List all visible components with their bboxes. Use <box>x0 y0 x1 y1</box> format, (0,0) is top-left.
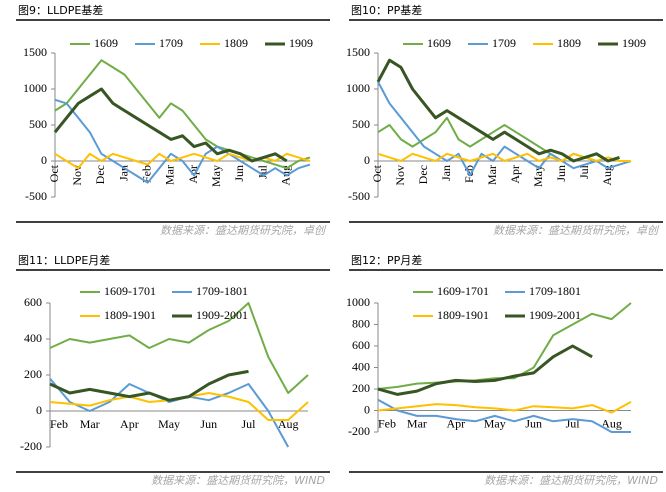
legend-label: 1809 <box>557 36 581 50</box>
series-line <box>54 152 311 170</box>
y-tick-label: 400 <box>24 331 42 345</box>
y-tick-label: 600 <box>24 295 42 309</box>
y-tick-label: -500 <box>348 189 370 203</box>
y-tick-label: 200 <box>24 367 42 381</box>
y-tick-label: 400 <box>352 359 370 373</box>
source: 数据来源：盛达期货研究院，WIND <box>484 474 658 487</box>
legend-label: 1809 <box>224 36 248 50</box>
y-tick-label: 200 <box>352 381 370 395</box>
legend-label: 1709 <box>159 36 183 50</box>
x-tick-label: Mar <box>80 417 100 431</box>
legend-label: 1909 <box>289 36 313 50</box>
x-tick-label: Feb <box>50 417 68 431</box>
x-tick-label: Feb <box>378 416 396 430</box>
x-tick-label: Feb <box>139 165 153 183</box>
y-tick-label: 1500 <box>346 45 370 59</box>
chart-title: 图12：PP月差 <box>351 253 422 267</box>
legend-label: 1709 <box>492 36 516 50</box>
x-tick-label: Dec <box>93 165 107 184</box>
x-tick-label: Apr <box>508 165 522 184</box>
x-tick-label: Nov <box>70 165 84 186</box>
y-tick-label: 0 <box>41 153 47 167</box>
y-tick-label: 600 <box>352 338 370 352</box>
chart-title: 图10：PP基差 <box>351 3 422 17</box>
y-tick-label: -200 <box>348 424 370 438</box>
x-tick-label: Jun <box>200 417 217 431</box>
y-tick-label: 1000 <box>346 295 370 309</box>
legend-label: 1909-2001 <box>196 308 248 322</box>
series-line <box>49 377 290 448</box>
x-tick-label: Jul <box>241 417 256 431</box>
x-tick-label: Mar <box>485 165 499 185</box>
series-line <box>377 81 632 177</box>
x-tick-label: Jul <box>577 164 591 179</box>
x-tick-label: May <box>484 416 506 430</box>
source: 数据来源：盛达期货研究院，卓创 <box>493 224 660 237</box>
x-tick-label: Jan <box>439 165 453 181</box>
x-tick-label: Oct <box>47 164 61 182</box>
series-line <box>377 152 631 162</box>
legend-label: 1609 <box>94 36 118 50</box>
y-tick-label: -500 <box>25 189 47 203</box>
x-tick-label: Jun <box>525 416 542 430</box>
chart-title: 图11：LLDPE月差 <box>18 253 110 267</box>
x-tick-label: Apr <box>120 417 139 431</box>
y-tick-label: 0 <box>36 403 42 417</box>
series-line <box>49 369 249 402</box>
legend-label: 1709-1801 <box>196 284 248 298</box>
x-tick-label: Mar <box>163 165 177 185</box>
x-tick-label: May <box>209 165 223 187</box>
x-tick-label: Jul <box>255 164 269 179</box>
series-line <box>54 98 311 184</box>
x-tick-label: Dec <box>416 165 430 184</box>
x-tick-label: Nov <box>393 165 407 186</box>
legend-label: 1909-2001 <box>529 308 581 322</box>
x-tick-label: Mar <box>407 416 427 430</box>
series-line <box>49 302 309 394</box>
source: 数据来源：盛达期货研究院，卓创 <box>160 224 327 237</box>
series-line <box>53 87 288 163</box>
y-tick-label: 0 <box>364 153 370 167</box>
y-tick-label: 500 <box>352 117 370 131</box>
series-line <box>377 398 631 433</box>
legend-label: 1609-1701 <box>104 284 156 298</box>
series-line <box>377 344 593 396</box>
y-tick-label: 1500 <box>23 45 47 59</box>
series-line <box>54 59 311 170</box>
x-tick-label: Aug <box>601 416 622 430</box>
x-tick-label: Jun <box>232 165 246 182</box>
chart-title: 图9：LLDPE基差 <box>18 3 103 17</box>
y-tick-label: 500 <box>29 117 47 131</box>
x-tick-label: Jun <box>554 165 568 182</box>
legend-label: 1609 <box>427 36 451 50</box>
series-line <box>376 58 620 163</box>
y-tick-label: 0 <box>364 402 370 416</box>
legend-label: 1809-1901 <box>104 308 156 322</box>
source: 数据来源：盛达期货研究院，WIND <box>151 474 325 487</box>
y-tick-label: 1000 <box>23 81 47 95</box>
y-tick-label: -200 <box>20 439 42 453</box>
legend-label: 1609-1701 <box>437 284 489 298</box>
x-tick-label: Aug <box>600 165 614 186</box>
legend-label: 1709-1801 <box>529 284 581 298</box>
x-tick-label: May <box>158 417 180 431</box>
y-tick-label: 800 <box>352 316 370 330</box>
series-line <box>377 401 632 414</box>
y-tick-label: 1000 <box>346 81 370 95</box>
legend-label: 1909 <box>622 36 646 50</box>
x-tick-label: Oct <box>370 164 384 182</box>
legend-label: 1809-1901 <box>437 308 489 322</box>
x-tick-label: May <box>531 165 545 187</box>
